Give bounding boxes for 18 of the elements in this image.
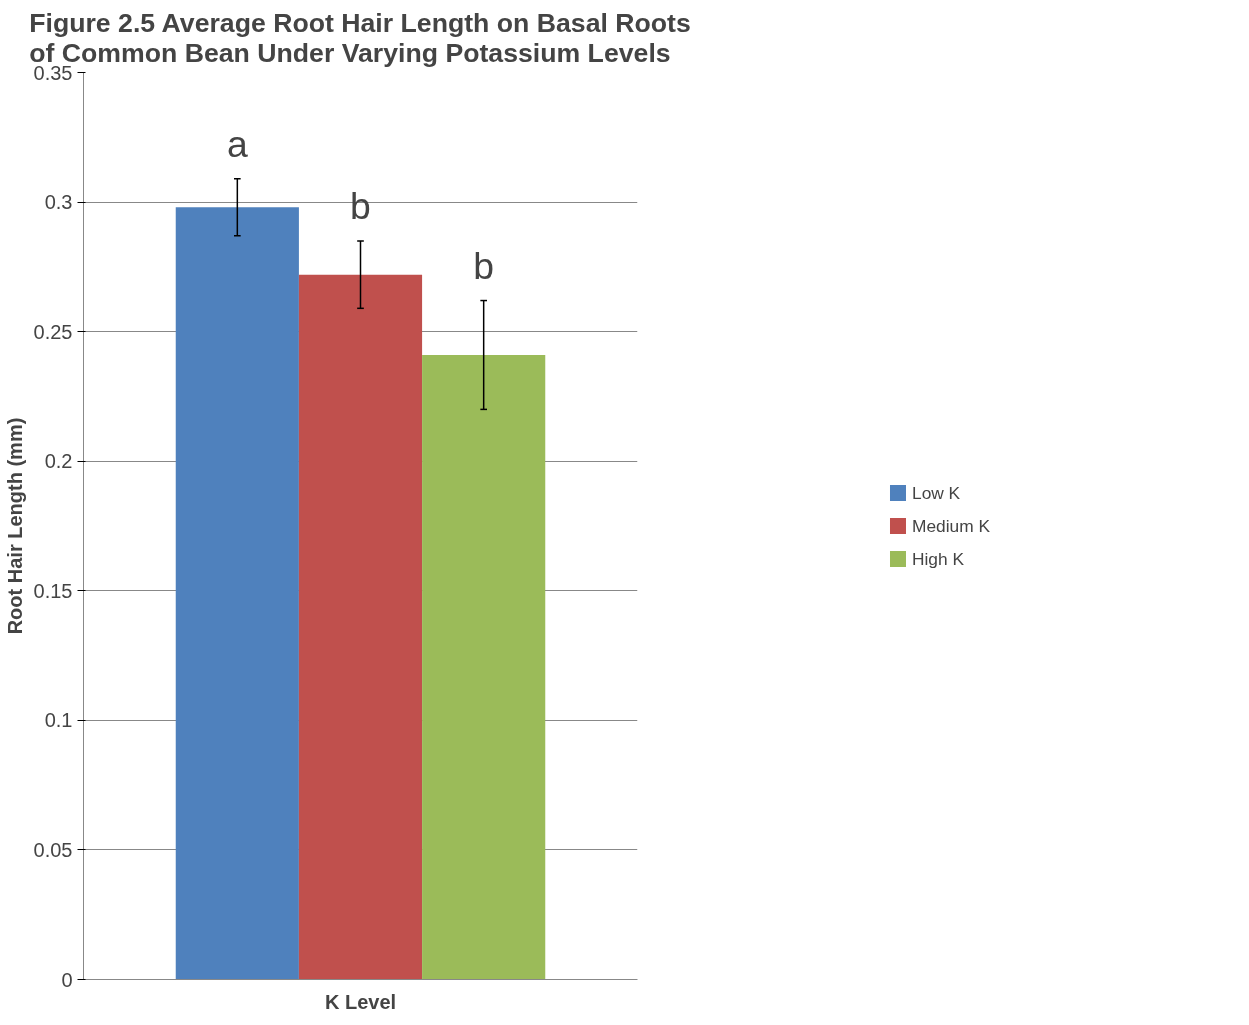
y-tick-label: 0 [61,968,73,991]
legend-label: Medium K [911,515,991,536]
annotation: b [473,244,495,287]
y-tick-label: 0.1 [44,709,73,732]
y-tick-label: 0.3 [44,191,73,214]
y-tick-label: 0.35 [33,61,73,84]
x-axis-title: K Level [324,990,397,1013]
legend-label: High K [911,548,965,569]
bar [422,354,546,980]
y-tick-label: 0.25 [33,320,73,343]
bar [175,207,299,980]
y-tick-label: 0.15 [33,579,73,602]
y-tick-label: 0.2 [44,450,73,473]
annotation: a [226,122,248,165]
legend-label: Low K [911,482,961,503]
y-axis-title: Root Hair Length (mm) [3,417,26,635]
bar [298,274,423,980]
y-tick-label: 0.05 [33,838,73,861]
